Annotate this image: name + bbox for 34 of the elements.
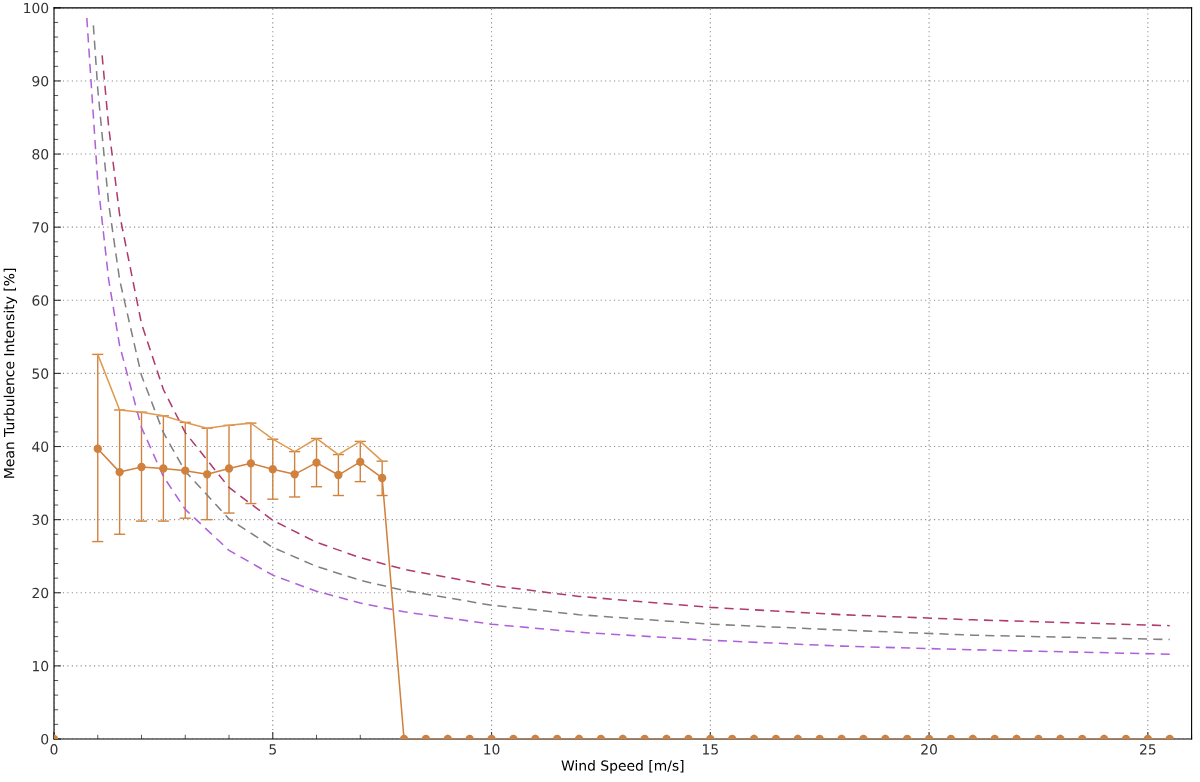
point xyxy=(356,457,365,467)
y-tick-label: 10 xyxy=(32,660,49,672)
y-tick-label: 0 xyxy=(41,733,49,745)
line-series xyxy=(96,353,383,462)
point xyxy=(224,464,234,473)
y-tick-label: 90 xyxy=(32,75,49,87)
point xyxy=(93,444,102,453)
y-tick-label: 60 xyxy=(32,295,49,306)
y-tick-label: 30 xyxy=(32,514,49,526)
point xyxy=(268,465,277,474)
point xyxy=(377,473,387,483)
point xyxy=(334,470,343,480)
point xyxy=(181,466,190,475)
y-tick-label: 40 xyxy=(32,441,49,452)
point xyxy=(246,459,256,468)
x-tick-label: 0 xyxy=(50,744,58,755)
y-tick-label: 20 xyxy=(32,587,49,599)
point xyxy=(202,470,212,479)
x-axis-title: Wind Speed [m/s] xyxy=(561,760,684,774)
y-tick-label: 70 xyxy=(32,222,49,233)
y-tick-label: 80 xyxy=(32,149,49,160)
point xyxy=(159,464,168,473)
point xyxy=(290,470,299,479)
point xyxy=(312,458,321,467)
x-tick-label: 10 xyxy=(484,744,500,755)
y-axis-title: Mean Turbulence Intensity [%] xyxy=(3,268,18,478)
point xyxy=(137,462,146,472)
x-tick-label: 20 xyxy=(921,744,937,755)
y-tick-label: 100 xyxy=(24,2,49,14)
point xyxy=(115,467,124,477)
x-tick-label: 25 xyxy=(1140,744,1156,755)
x-tick-label: 15 xyxy=(703,744,718,755)
y-tick-label: 50 xyxy=(32,368,49,379)
x-tick-label: 5 xyxy=(269,744,276,755)
